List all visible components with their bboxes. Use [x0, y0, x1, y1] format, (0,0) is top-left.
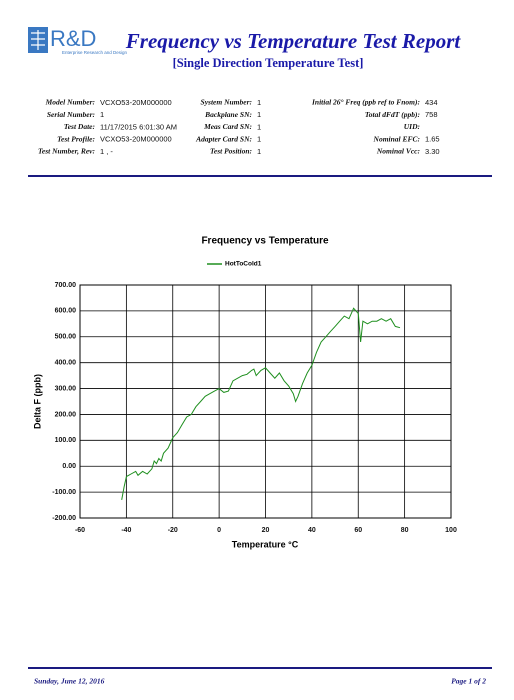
x-tick-label: 100 [445, 527, 457, 534]
x-tick-label: 80 [401, 527, 409, 534]
x-axis-label: Temperature °C [232, 539, 299, 549]
field-label: Test Position: [210, 147, 252, 156]
info-fields: Model Number: VCXO53-20M000000 Serial Numb… [38, 98, 440, 156]
plot-frame [79, 284, 452, 519]
footer-page: Page 1 of 2 [451, 677, 486, 686]
data-line [121, 307, 401, 500]
logo-text: R&D [50, 26, 96, 51]
field-value: 434 [425, 98, 438, 107]
field-value: 11/17/2015 6:01:30 AM [100, 122, 177, 131]
y-tick-label: 200.00 [55, 411, 77, 418]
field-value: 1 [100, 110, 104, 119]
chart: Frequency vs Temperature -200.00 -100.00 0.… [32, 236, 457, 550]
field-label: Adapter Card SN: [195, 134, 252, 143]
x-tick-label: 60 [354, 527, 362, 534]
y-tick-label: 0.00 [62, 463, 76, 470]
legend-label: HotToCold1 [225, 261, 262, 268]
field-value: VCXO53-20M000000 [100, 98, 172, 107]
field-label: Test Number, Rev: [38, 147, 95, 156]
field-label: Serial Number: [47, 110, 95, 119]
field-value: 3.30 [425, 147, 440, 156]
field-label: Backplane SN: [204, 110, 252, 119]
x-tick-label: 20 [262, 527, 270, 534]
x-tick-label: -20 [168, 527, 178, 534]
y-tick-label: -100.00 [52, 489, 76, 496]
y-tick-label: 500.00 [55, 334, 77, 341]
y-tick-label: -200.00 [52, 515, 76, 522]
field-value: 758 [425, 110, 438, 119]
field-label: Test Date: [64, 122, 95, 131]
y-tick-label: 600.00 [55, 308, 77, 315]
x-tick-label: -40 [121, 527, 131, 534]
field-label: System Number: [201, 98, 252, 107]
field-label: UID: [404, 122, 420, 131]
field-value: 1.65 [425, 135, 440, 144]
field-label: Nominal EFC: [373, 134, 420, 143]
field-value: 1 [257, 98, 261, 107]
y-tick-label: 300.00 [55, 385, 77, 392]
field-value: 1 [257, 110, 261, 119]
field-label: Initial 26° Freq (ppb ref to Fnom): [311, 98, 420, 107]
field-label: Nominal Vcc: [376, 147, 420, 156]
field-label: Total dFdT (ppb): [365, 110, 420, 119]
logo: R&D Enterprise Research and Design [28, 26, 128, 55]
field-label: Test Profile: [57, 134, 95, 143]
field-value: 1 [257, 147, 261, 156]
field-label: Meas Card SN: [203, 122, 252, 131]
y-tick-label: 100.00 [55, 437, 77, 444]
field-value: 1 [257, 122, 261, 131]
x-tick-label: 0 [217, 527, 221, 534]
x-tick-label: 40 [308, 527, 316, 534]
field-value: 1 [257, 135, 261, 144]
y-tick-label: 400.00 [55, 360, 77, 367]
field-label: Model Number: [45, 98, 95, 107]
x-tick-label: -60 [75, 527, 85, 534]
report-title: Frequency vs Temperature Test Report [125, 29, 462, 53]
y-tick-label: 700.00 [55, 282, 77, 289]
field-value: VCXO53-20M000000 [100, 135, 172, 144]
footer-date: Sunday, June 12, 2016 [34, 677, 105, 686]
field-value: 1 , - [100, 147, 113, 156]
y-axis-label: Delta F (ppb) [32, 374, 42, 429]
logo-tagline: Enterprise Research and Design [62, 50, 128, 55]
chart-title: Frequency vs Temperature [201, 236, 329, 247]
report-subtitle: [Single Direction Temperature Test] [173, 56, 364, 70]
